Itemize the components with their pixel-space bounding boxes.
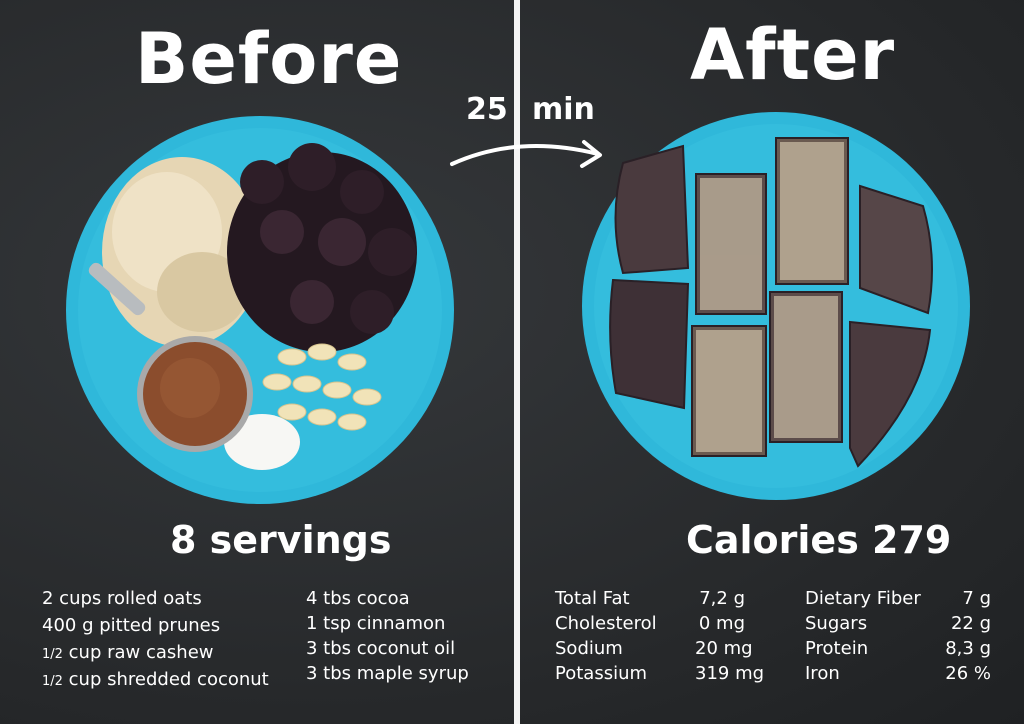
nutrition-table-right: Dietary Fiber 7 g Sugars 22 g Protein 8,3 g…	[805, 586, 991, 686]
table-row: Iron 26 %	[805, 661, 991, 686]
table-row: Sodium 20 mg	[555, 636, 753, 661]
table-row: Total Fat 7,2 g	[555, 586, 745, 611]
list-item: 4 tbs cocoa	[306, 588, 410, 609]
arrow-icon	[450, 140, 602, 168]
list-item: 3 tbs coconut oil	[306, 638, 456, 659]
table-row: Potassium 319 mg	[555, 661, 765, 686]
before-title: Before	[135, 18, 403, 100]
nutrient-name: Protein	[805, 638, 869, 659]
table-row: Dietary Fiber 7 g	[805, 586, 991, 611]
nutrient-name: Dietary Fiber	[805, 588, 921, 609]
list-item: 2 cups rolled oats	[42, 586, 269, 613]
list-item: 3 tbs maple syrup	[306, 663, 469, 684]
nutrient-name: Cholesterol	[555, 613, 657, 634]
ingredient: cup raw cashew	[68, 642, 214, 663]
nutrient-value: 7,2 g	[699, 588, 745, 609]
nutrient-name: Iron	[805, 663, 840, 684]
nutrient-name: Total Fat	[555, 588, 630, 609]
coconut-topping	[696, 142, 844, 452]
measuring-cup-handle	[88, 262, 146, 316]
nutrient-value: 8,3 g	[945, 638, 991, 659]
nutrient-value: 20 mg	[695, 638, 753, 659]
ingredient: 400 g pitted prunes	[42, 615, 221, 636]
prunes-pile	[227, 143, 417, 352]
ingredient: cup shredded coconut	[68, 669, 269, 690]
ingredients-list-right: 4 tbs cocoa 1 tsp cinnamon 3 tbs coconut…	[306, 586, 469, 686]
servings-heading: 8 servings	[170, 518, 392, 562]
table-row: Sugars 22 g	[805, 611, 991, 636]
list-item: 1/2 cup shredded coconut	[42, 667, 269, 694]
time-value: 25	[466, 92, 508, 127]
fraction: 1/2	[42, 647, 63, 662]
nutrient-value: 7 g	[962, 588, 991, 609]
list-item: 1/2 cup raw cashew	[42, 640, 269, 667]
center-divider	[514, 0, 520, 724]
after-title: After	[690, 14, 896, 96]
ingredients-list-left: 2 cups rolled oats 400 g pitted prunes 1…	[42, 586, 269, 694]
time-unit: min	[532, 92, 595, 127]
ingredient: 2 cups rolled oats	[42, 588, 202, 609]
calories-heading: Calories 279	[686, 518, 952, 562]
nutrient-name: Potassium	[555, 663, 648, 684]
nutrition-table-left: Total Fat 7,2 g Cholesterol 0 mg Sodium 20 …	[555, 586, 765, 686]
nutrient-value: 26 %	[945, 663, 991, 684]
list-item: 1 tsp cinnamon	[306, 613, 446, 634]
bars-plate	[582, 112, 970, 500]
ingredients-plate	[66, 116, 454, 504]
table-row: Cholesterol 0 mg	[555, 611, 745, 636]
nutrient-value: 0 mg	[698, 613, 745, 634]
cocoa-cup	[137, 336, 253, 452]
fraction: 1/2	[42, 674, 63, 689]
nutrient-value: 22 g	[950, 613, 991, 634]
nutrient-name: Sodium	[555, 638, 623, 659]
cashews-pile	[262, 343, 382, 431]
oats-pile	[102, 157, 262, 347]
table-row: Protein 8,3 g	[805, 636, 991, 661]
list-item: 400 g pitted prunes	[42, 613, 269, 640]
coconut-pile	[224, 414, 300, 470]
nutrient-value: 319 mg	[695, 663, 765, 684]
nutrient-name: Sugars	[805, 613, 868, 634]
